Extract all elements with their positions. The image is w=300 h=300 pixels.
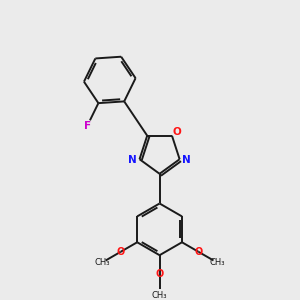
Text: CH₃: CH₃ [152,291,167,300]
Text: O: O [155,269,164,279]
Text: O: O [194,247,203,257]
Text: O: O [116,247,125,257]
Text: O: O [172,127,181,137]
Text: CH₃: CH₃ [209,258,225,267]
Text: N: N [182,155,191,165]
Text: CH₃: CH₃ [94,258,110,267]
Text: F: F [84,121,91,130]
Text: N: N [128,155,137,165]
